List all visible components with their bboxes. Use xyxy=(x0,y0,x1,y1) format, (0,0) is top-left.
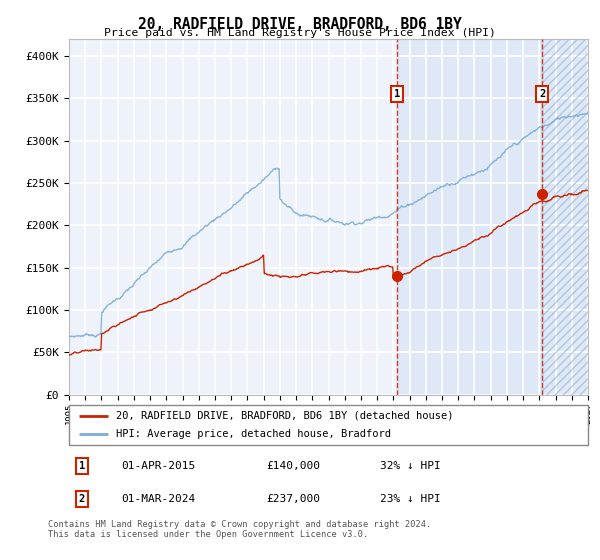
Text: Price paid vs. HM Land Registry's House Price Index (HPI): Price paid vs. HM Land Registry's House … xyxy=(104,28,496,38)
Text: 2: 2 xyxy=(539,89,545,99)
Text: 1: 1 xyxy=(79,461,85,471)
Bar xyxy=(542,39,596,395)
Bar xyxy=(542,39,596,395)
FancyBboxPatch shape xyxy=(69,405,588,445)
Text: Contains HM Land Registry data © Crown copyright and database right 2024.
This d: Contains HM Land Registry data © Crown c… xyxy=(48,520,431,539)
Text: 20, RADFIELD DRIVE, BRADFORD, BD6 1BY: 20, RADFIELD DRIVE, BRADFORD, BD6 1BY xyxy=(138,17,462,32)
Text: 32% ↓ HPI: 32% ↓ HPI xyxy=(380,461,441,471)
Text: £140,000: £140,000 xyxy=(266,461,320,471)
Text: 2: 2 xyxy=(79,494,85,504)
Text: 01-MAR-2024: 01-MAR-2024 xyxy=(121,494,195,504)
Text: 1: 1 xyxy=(394,89,401,99)
Text: 20, RADFIELD DRIVE, BRADFORD, BD6 1BY (detached house): 20, RADFIELD DRIVE, BRADFORD, BD6 1BY (d… xyxy=(116,411,453,421)
Text: HPI: Average price, detached house, Bradford: HPI: Average price, detached house, Brad… xyxy=(116,430,391,439)
Bar xyxy=(397,39,542,395)
Text: 23% ↓ HPI: 23% ↓ HPI xyxy=(380,494,441,504)
Text: £237,000: £237,000 xyxy=(266,494,320,504)
Text: 01-APR-2015: 01-APR-2015 xyxy=(121,461,195,471)
